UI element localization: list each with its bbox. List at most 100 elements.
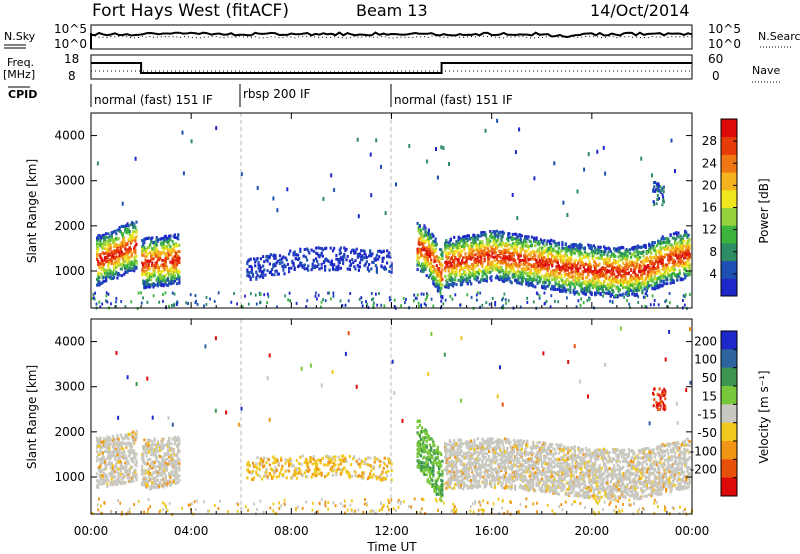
data-cell <box>675 274 678 278</box>
data-cell <box>604 171 607 176</box>
data-cell <box>432 265 435 268</box>
data-cell <box>463 238 466 242</box>
data-cell <box>573 262 576 266</box>
data-cell <box>308 251 311 255</box>
data-cell <box>454 256 457 260</box>
data-cell <box>431 251 434 255</box>
data-cell <box>324 268 327 272</box>
data-cell <box>465 241 468 245</box>
data-cell <box>146 484 149 487</box>
data-cell <box>320 247 323 250</box>
data-cell <box>121 238 125 242</box>
data-cell <box>378 292 380 295</box>
data-cell <box>438 272 441 276</box>
data-cell <box>496 118 499 123</box>
data-cell <box>488 250 491 253</box>
data-cell <box>251 272 255 276</box>
data-cell <box>528 282 531 286</box>
data-cell <box>121 261 125 265</box>
data-cell <box>532 300 535 304</box>
data-cell <box>464 252 467 256</box>
data-cell <box>587 243 590 247</box>
data-cell <box>176 303 178 306</box>
data-cell <box>506 242 509 246</box>
data-cell <box>151 253 154 257</box>
data-cell <box>370 267 373 271</box>
data-cell <box>580 283 583 287</box>
data-cell <box>685 248 688 252</box>
data-cell <box>542 239 545 243</box>
data-cell <box>526 300 529 304</box>
data-cell <box>666 238 669 242</box>
data-cell <box>173 303 175 307</box>
data-cell <box>458 251 461 255</box>
data-cell <box>655 284 659 288</box>
data-cell <box>146 480 149 484</box>
data-cell <box>119 444 122 448</box>
data-cell <box>646 271 650 275</box>
data-cell <box>108 261 111 265</box>
data-cell <box>627 265 630 269</box>
data-cell <box>431 245 434 249</box>
data-cell <box>639 277 642 280</box>
data-cell <box>147 285 150 289</box>
data-cell <box>453 261 456 265</box>
data-cell <box>666 276 669 280</box>
data-cell <box>581 261 584 265</box>
data-cell <box>551 278 554 281</box>
data-cell <box>588 278 591 282</box>
data-cell <box>150 257 153 261</box>
data-cell <box>630 289 633 292</box>
data-cell <box>670 252 673 256</box>
data-cell <box>659 259 662 263</box>
data-cell <box>627 293 629 297</box>
data-cell <box>684 295 686 299</box>
data-cell <box>146 458 149 462</box>
data-cell <box>529 270 532 274</box>
data-cell <box>304 255 308 259</box>
data-cell <box>377 257 380 261</box>
data-cell <box>519 254 522 258</box>
data-cell <box>335 257 338 261</box>
data-cell <box>573 292 576 296</box>
data-cell <box>101 259 104 263</box>
data-cell <box>268 262 271 266</box>
data-cell <box>230 300 233 304</box>
data-cell <box>539 277 543 281</box>
data-cell <box>366 302 369 306</box>
data-cell <box>143 266 146 270</box>
data-cell <box>613 272 616 276</box>
data-cell <box>466 234 469 238</box>
data-cell <box>524 249 527 253</box>
data-cell <box>416 256 419 260</box>
data-cell <box>577 280 580 284</box>
data-cell <box>143 475 146 479</box>
data-cell <box>661 241 664 245</box>
data-cell <box>167 241 170 245</box>
data-cell <box>577 276 580 280</box>
data-cell <box>449 237 452 241</box>
data-cell <box>463 270 466 273</box>
data-cell <box>129 223 132 227</box>
data-cell <box>435 242 438 246</box>
data-cell <box>526 278 529 282</box>
data-cell <box>630 263 633 267</box>
data-cell <box>174 251 178 255</box>
data-cell <box>123 239 126 243</box>
data-cell <box>417 263 420 267</box>
data-cell <box>584 262 588 266</box>
data-cell <box>467 257 470 260</box>
data-cell <box>255 302 258 306</box>
data-cell <box>450 277 453 280</box>
data-cell <box>594 246 597 250</box>
data-cell <box>358 252 362 256</box>
data-cell <box>117 477 120 481</box>
data-cell <box>580 276 583 280</box>
data-cell <box>106 450 109 454</box>
data-cell <box>189 293 192 297</box>
data-cell <box>535 236 538 240</box>
data-cell <box>623 285 626 289</box>
data-cell <box>97 466 100 470</box>
data-cell <box>95 302 98 306</box>
data-cell <box>121 453 125 457</box>
